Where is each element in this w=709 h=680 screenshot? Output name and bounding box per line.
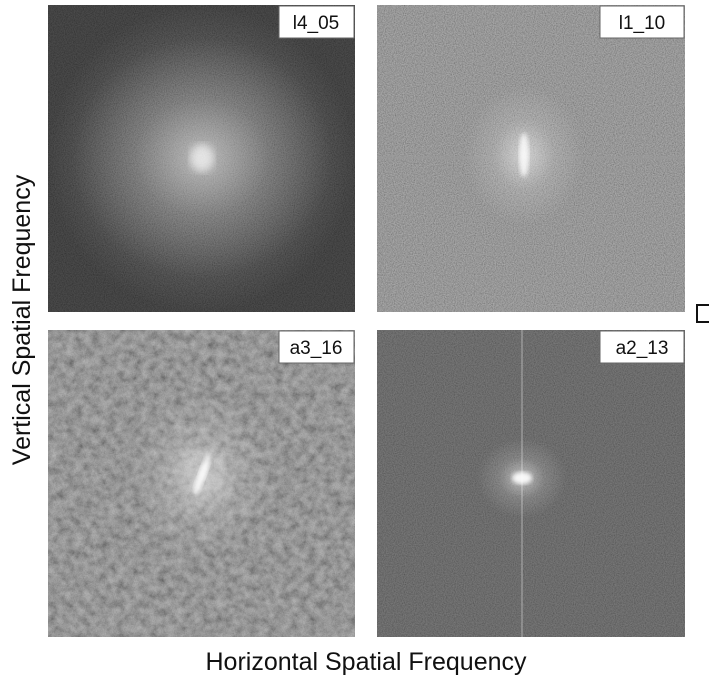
label-box	[599, 330, 685, 364]
spectrum-center	[512, 472, 532, 484]
panel-label: l4_05	[293, 13, 340, 34]
spectrum-center	[193, 454, 211, 496]
panel-label: a3_16	[290, 338, 343, 359]
panel: l4_05	[48, 5, 355, 312]
x-axis-label: Horizontal Spatial Frequency	[206, 648, 527, 676]
spectrum-center	[519, 133, 529, 177]
label-box	[278, 330, 355, 364]
panel: a2_13	[377, 330, 685, 637]
y-axis-label: Vertical Spatial Frequency	[8, 174, 36, 465]
spectrum-center	[190, 144, 214, 172]
cut-off-mark	[696, 304, 709, 323]
panel: l1_10	[377, 5, 685, 312]
label-box	[278, 5, 355, 39]
label-box	[599, 5, 685, 39]
panel-label: a2_13	[616, 338, 669, 359]
panel-label: l1_10	[619, 13, 666, 34]
panel: a3_16	[48, 330, 355, 637]
